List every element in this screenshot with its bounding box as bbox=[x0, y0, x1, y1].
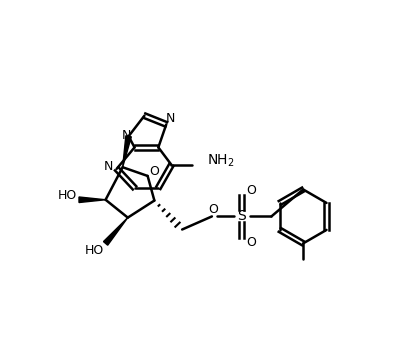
Text: O: O bbox=[208, 203, 218, 216]
Text: HO: HO bbox=[84, 244, 104, 257]
Text: O: O bbox=[247, 236, 256, 249]
Text: O: O bbox=[247, 184, 256, 197]
Text: NH$_2$: NH$_2$ bbox=[207, 153, 235, 169]
Text: O: O bbox=[149, 166, 159, 178]
Polygon shape bbox=[123, 136, 131, 167]
Polygon shape bbox=[104, 218, 128, 245]
Text: S: S bbox=[237, 209, 246, 223]
Text: N: N bbox=[166, 112, 175, 124]
Text: HO: HO bbox=[58, 189, 77, 202]
Text: N: N bbox=[122, 129, 131, 142]
Polygon shape bbox=[79, 197, 106, 203]
Text: N: N bbox=[103, 160, 113, 173]
